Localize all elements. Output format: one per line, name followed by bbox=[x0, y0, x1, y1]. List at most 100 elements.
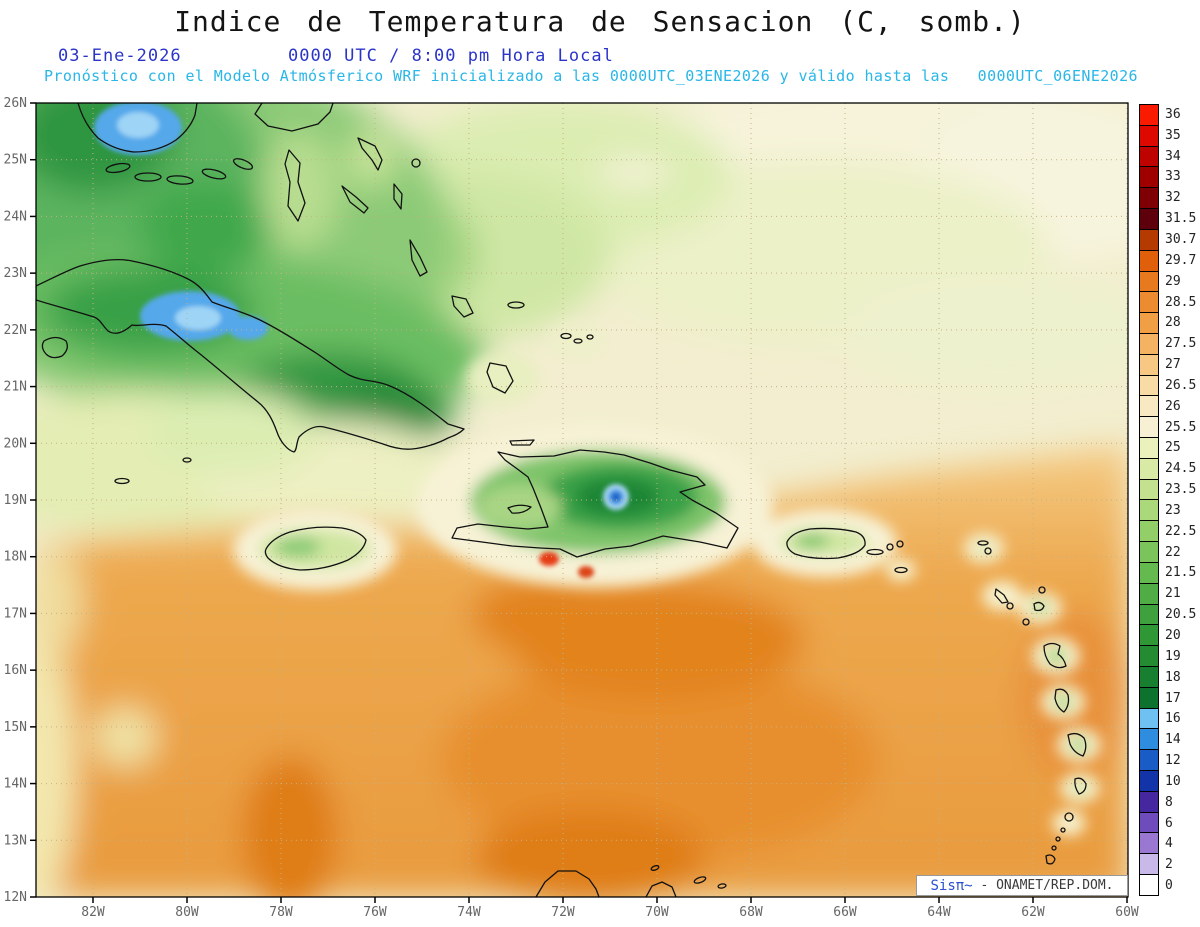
coast-cuba bbox=[36, 259, 465, 453]
lon-label: 68W bbox=[739, 905, 763, 920]
legend-label: 30.7 bbox=[1165, 231, 1197, 247]
legend-label: 0 bbox=[1165, 878, 1173, 894]
time-label: 0000 UTC / 8:00 pm Hora Local bbox=[288, 46, 614, 66]
lat-label: 21N bbox=[4, 380, 27, 395]
legend-swatch bbox=[1140, 771, 1158, 792]
legend-label: 19 bbox=[1165, 648, 1181, 664]
legend-label: 29 bbox=[1165, 273, 1181, 289]
legend-swatch bbox=[1140, 875, 1158, 895]
lat-label: 12N bbox=[4, 890, 27, 905]
legend-swatch bbox=[1140, 271, 1158, 293]
legend-swatch bbox=[1140, 292, 1158, 314]
coast-inagua bbox=[486, 362, 514, 394]
legend-label: 33 bbox=[1165, 169, 1181, 185]
legend-label: 18 bbox=[1165, 669, 1181, 685]
lat-label: 17N bbox=[4, 606, 27, 621]
model-line: Pronóstico con el Modelo Atmósferico WRF… bbox=[44, 67, 1138, 85]
legend-label: 36 bbox=[1165, 106, 1181, 122]
legend-swatch bbox=[1140, 479, 1158, 501]
legend-label: 14 bbox=[1165, 732, 1181, 748]
colorbar-labels: 36 35 34 33 32 31.5 30.7 29.7 29 28.5 28 27.5 27 26.5… bbox=[1165, 104, 1196, 896]
legend-label: 2 bbox=[1165, 857, 1173, 873]
legend-label: 23.5 bbox=[1165, 482, 1197, 498]
field-large-blobs bbox=[36, 103, 1128, 540]
legend-label: 8 bbox=[1165, 794, 1173, 810]
lat-label: 20N bbox=[4, 436, 27, 451]
legend-swatch bbox=[1140, 209, 1158, 230]
lat-label: 15N bbox=[4, 720, 27, 735]
chart-title: Indice de Temperatura de Sensacion (C, s… bbox=[174, 5, 1026, 38]
legend-label: 26 bbox=[1165, 398, 1181, 414]
legend-swatch bbox=[1140, 708, 1158, 730]
attribution-text: - ONAMET/REP.DOM. bbox=[972, 878, 1114, 893]
lon-label: 66W bbox=[833, 905, 857, 920]
legend-swatch bbox=[1140, 375, 1158, 397]
legend-label: 21 bbox=[1165, 586, 1181, 602]
legend-swatch bbox=[1140, 417, 1158, 438]
legend-swatch bbox=[1140, 438, 1158, 459]
lat-label: 16N bbox=[4, 663, 27, 678]
legend-swatch bbox=[1140, 562, 1158, 584]
legend-label: 31.5 bbox=[1165, 211, 1197, 227]
datetime-line: 03-Ene-2026 0000 UTC / 8:00 pm Hora Loca… bbox=[0, 46, 1200, 66]
colorbar: 36 35 34 33 32 31.5 30.7 29.7 29 28.5 28 27.5 27 26.5… bbox=[1139, 104, 1196, 896]
coast-guajira bbox=[535, 870, 600, 897]
lon-label: 60W bbox=[1115, 905, 1139, 920]
legend-label: 12 bbox=[1165, 753, 1181, 769]
legend-label: 4 bbox=[1165, 836, 1173, 852]
legend-swatch bbox=[1140, 458, 1158, 480]
date-label: 03-Ene-2026 bbox=[58, 46, 182, 66]
legend-swatch bbox=[1140, 125, 1158, 147]
coast-hispaniola bbox=[451, 449, 739, 558]
lon-label: 76W bbox=[363, 905, 387, 920]
legend-label: 27 bbox=[1165, 357, 1181, 373]
grid-layer bbox=[36, 103, 1128, 897]
lon-label: 78W bbox=[269, 905, 293, 920]
legend-label: 6 bbox=[1165, 815, 1173, 831]
legend-label: 17 bbox=[1165, 690, 1181, 706]
legend-swatch bbox=[1140, 646, 1158, 667]
legend-swatch bbox=[1140, 625, 1158, 647]
legend-label: 24.5 bbox=[1165, 461, 1197, 477]
lat-label: 24N bbox=[4, 209, 27, 224]
hot-spot-south-hispaniola bbox=[539, 552, 559, 566]
legend-label: 35 bbox=[1165, 127, 1181, 143]
legend-label: 20.5 bbox=[1165, 607, 1197, 623]
legend-swatch bbox=[1140, 791, 1158, 813]
lon-label: 64W bbox=[927, 905, 951, 920]
legend-label: 25.5 bbox=[1165, 419, 1197, 435]
legend-swatch bbox=[1140, 500, 1158, 522]
legend-swatch bbox=[1140, 313, 1158, 334]
legend-swatch bbox=[1140, 812, 1158, 834]
legend-label: 32 bbox=[1165, 190, 1181, 206]
lon-label: 82W bbox=[81, 905, 105, 920]
lat-label: 25N bbox=[4, 153, 27, 168]
legend-swatch bbox=[1140, 729, 1158, 751]
coast-florida bbox=[77, 103, 198, 153]
attribution-brand: Sisπ~ bbox=[930, 877, 973, 894]
legend-swatch bbox=[1140, 521, 1158, 543]
colorbar-cells bbox=[1139, 104, 1159, 896]
lon-label: 62W bbox=[1021, 905, 1045, 920]
coastlines bbox=[36, 103, 1099, 897]
attribution-box: Sisπ~ - ONAMET/REP.DOM. bbox=[916, 875, 1128, 896]
legend-swatch bbox=[1140, 833, 1158, 855]
legend-label: 28.5 bbox=[1165, 294, 1197, 310]
axis-layer: 26N 25N 24N 23N 22N 21N 20N 19N 18N 17N 16N 15N 14N 1… bbox=[4, 96, 1139, 920]
legend-label: 20 bbox=[1165, 628, 1181, 644]
legend-label: 22.5 bbox=[1165, 523, 1197, 539]
legend-swatch bbox=[1140, 167, 1158, 189]
lon-label: 70W bbox=[645, 905, 669, 920]
lat-label: 22N bbox=[4, 323, 27, 338]
lat-label: 14N bbox=[4, 777, 27, 792]
legend-swatch bbox=[1140, 229, 1158, 251]
legend-label: 27.5 bbox=[1165, 336, 1197, 352]
legend-swatch bbox=[1140, 354, 1158, 376]
legend-swatch bbox=[1140, 146, 1158, 168]
lat-label: 26N bbox=[4, 96, 27, 111]
legend-label: 34 bbox=[1165, 148, 1181, 164]
legend-label: 26.5 bbox=[1165, 377, 1197, 393]
legend-swatch bbox=[1140, 250, 1158, 272]
legend-label: 16 bbox=[1165, 711, 1181, 727]
